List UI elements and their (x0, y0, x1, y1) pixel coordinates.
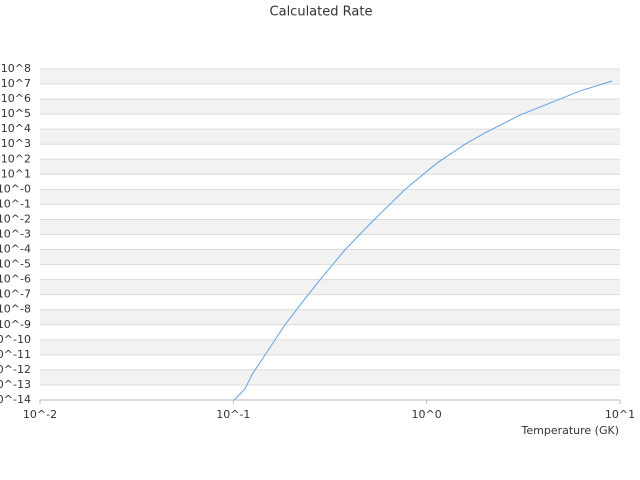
grid-band (40, 279, 620, 295)
y-tick-label: 10^6 (1, 92, 31, 105)
grid-band (40, 219, 620, 235)
grid-band (40, 309, 620, 325)
y-tick-label: 10^-9 (0, 318, 31, 331)
grid-band (40, 369, 620, 385)
y-tick-label: 10^-0 (0, 182, 31, 195)
grid-band (40, 129, 620, 145)
x-axis-label: Temperature (GK) (521, 424, 620, 437)
y-tick-label: 10^-8 (0, 303, 31, 316)
data-line (233, 80, 613, 401)
y-tick-label: 10^5 (1, 107, 31, 120)
y-tick-label: 10^-5 (0, 258, 31, 271)
grid-band (40, 99, 620, 115)
y-tick-label: 10^2 (1, 152, 31, 165)
grid-band (40, 69, 620, 85)
y-tick-label: 10^-4 (0, 243, 31, 256)
y-tick-label: 10^1 (1, 167, 31, 180)
y-tick-label: 10^3 (1, 137, 31, 150)
y-tick-label: 10^-1 (0, 197, 31, 210)
grid-band (40, 189, 620, 205)
grid-band (40, 159, 620, 175)
y-tick-label: 10^-10 (0, 333, 31, 346)
y-tick-label: 10^-12 (0, 363, 31, 376)
y-tick-label: 10^-3 (0, 228, 31, 241)
y-tick-label: 10^8 (1, 62, 31, 75)
x-tick-label: 10^-1 (216, 408, 250, 421)
chart-title: Calculated Rate (270, 5, 373, 20)
x-tick-label: 10^1 (605, 408, 635, 421)
grid-band (40, 249, 620, 265)
y-tick-label: 10^-13 (0, 378, 31, 391)
grid-band (40, 339, 620, 355)
y-tick-label: 10^4 (1, 122, 31, 135)
y-tick-label: 10^-7 (0, 288, 31, 301)
y-tick-label: 10^-11 (0, 348, 31, 361)
y-tick-label: 10^-14 (0, 393, 31, 406)
y-tick-label: 10^-2 (0, 212, 31, 225)
x-tick-label: 10^0 (412, 408, 442, 421)
x-tick-label: 10^-2 (23, 408, 57, 421)
y-tick-label: 10^7 (1, 77, 31, 90)
y-tick-label: 10^-6 (0, 273, 31, 286)
